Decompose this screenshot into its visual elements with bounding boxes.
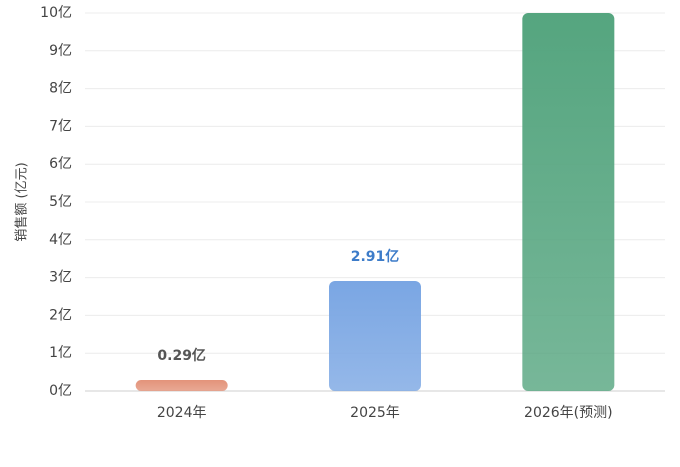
value-label: 0.29亿: [157, 347, 206, 364]
y-axis-title: 销售额 (亿元): [14, 162, 30, 241]
y-tick-label: 8亿: [49, 81, 72, 97]
y-tick-label: 9亿: [49, 43, 72, 59]
y-tick-label: 4亿: [49, 232, 72, 248]
y-tick-label: 6亿: [49, 156, 72, 172]
value-label: 2.91亿: [351, 248, 400, 265]
x-tick-label: 2025年: [350, 405, 400, 421]
bar: [135, 380, 228, 391]
x-tick-label: 2026年(预测): [524, 405, 613, 421]
y-tick-label: 3亿: [49, 270, 72, 286]
bar: [522, 13, 615, 391]
y-tick-label: 10亿: [40, 5, 72, 21]
y-tick-label: 0亿: [49, 383, 72, 399]
y-tick-label: 2亿: [49, 307, 72, 323]
y-tick-label: 7亿: [49, 118, 72, 134]
bar: [329, 281, 421, 391]
y-tick-label: 1亿: [49, 345, 72, 361]
x-tick-label: 2024年: [157, 405, 207, 421]
y-tick-label: 5亿: [49, 194, 72, 210]
